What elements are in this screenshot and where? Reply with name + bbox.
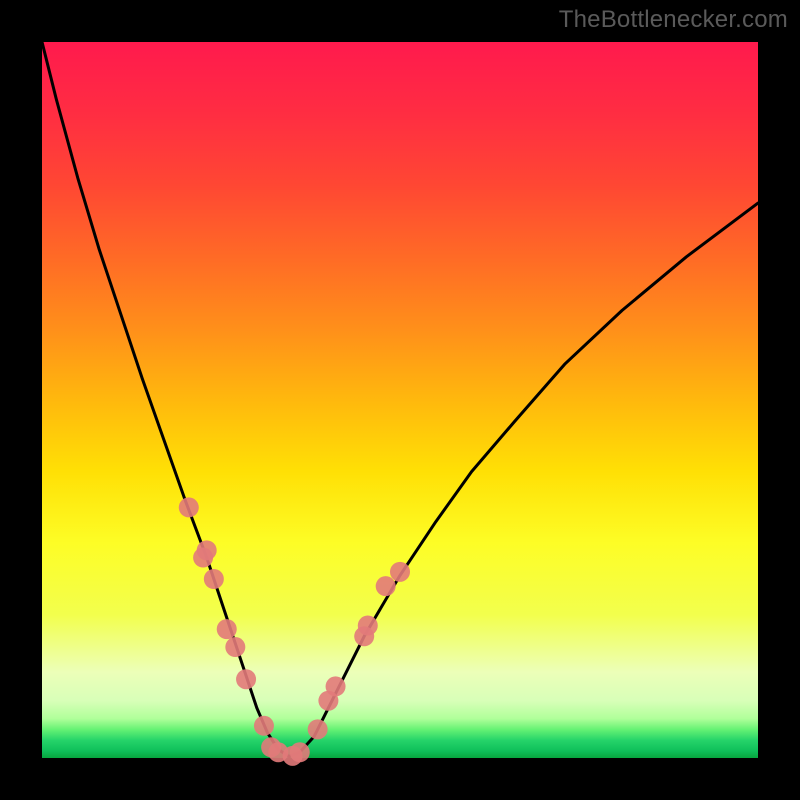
chart-root: TheBottlenecker.com [0,0,800,800]
plot-gradient-background [42,42,758,758]
watermark-text: TheBottlenecker.com [559,6,788,34]
